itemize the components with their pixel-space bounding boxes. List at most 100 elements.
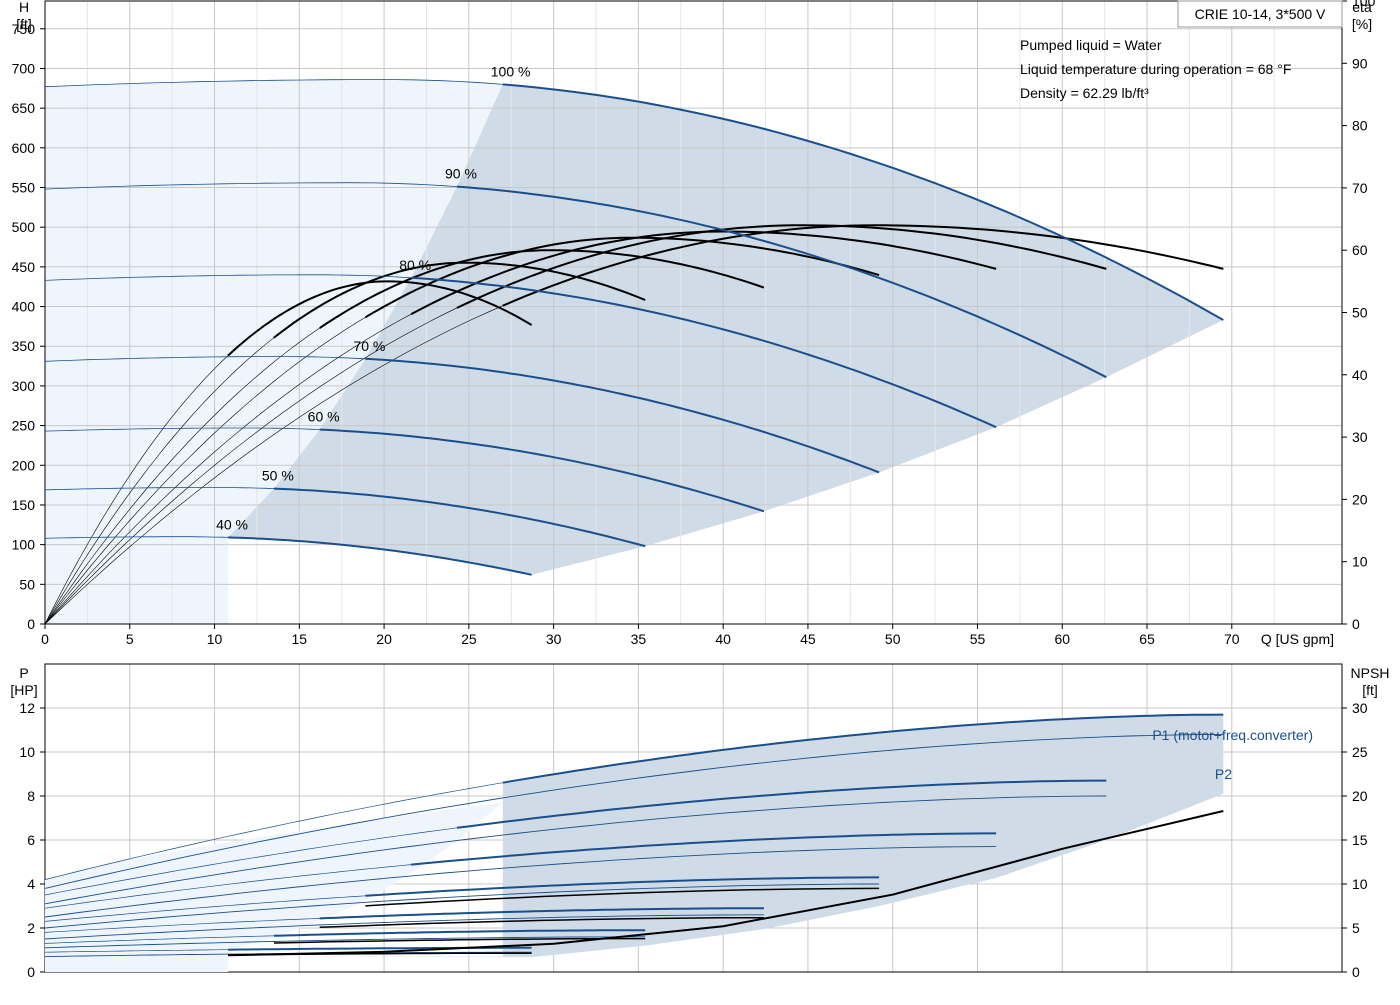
p2-curve-bold	[273, 937, 646, 944]
p1-curve	[411, 832, 997, 866]
y-right-tick-label: 60	[1352, 242, 1368, 258]
npsh-tick-label: 5	[1352, 920, 1360, 936]
p-axis-unit: [HP]	[10, 682, 37, 698]
x-tick-label: 5	[126, 631, 134, 647]
p1-curve	[273, 929, 646, 937]
head-curve-thin	[44, 182, 458, 190]
x-tick-label: 30	[546, 631, 562, 647]
npsh-curve	[228, 810, 1224, 957]
x-axis-label: Q [US gpm]	[1261, 631, 1334, 647]
npsh-axis-title: NPSH	[1351, 665, 1390, 681]
p1-curve-thin	[44, 895, 366, 922]
y-right-tick-label: 70	[1352, 180, 1368, 196]
p-tick-label: 6	[27, 832, 35, 848]
p-tick-label: 8	[27, 788, 35, 804]
p2-curve	[44, 846, 997, 918]
p-tick-label: 0	[27, 964, 35, 980]
speed-label: 80 %	[399, 257, 431, 273]
p2-curve	[44, 936, 646, 949]
x-tick-label: 70	[1224, 631, 1240, 647]
x-tick-label: 0	[41, 631, 49, 647]
efficiency-curve	[319, 249, 765, 329]
speed-label: 60 %	[308, 409, 340, 425]
p2-curve-bold	[228, 952, 532, 956]
speed-label: 100 %	[491, 63, 531, 79]
p-tick-label: 12	[19, 700, 35, 716]
p1-curve-thin	[44, 864, 412, 909]
p1-curve	[456, 779, 1107, 829]
power-range-shaded	[228, 714, 1224, 958]
x-tick-label: 35	[631, 631, 647, 647]
head-curve-thin	[44, 536, 229, 539]
npsh-tick-label: 15	[1352, 832, 1368, 848]
npsh-axis-unit: [ft]	[1362, 682, 1378, 698]
efficiency-curve	[273, 261, 646, 339]
y-left-tick-label: 400	[12, 299, 36, 315]
p1-curve-thin	[44, 935, 274, 944]
y-right-axis-title: eta	[1352, 0, 1372, 15]
head-curve-thin	[44, 274, 412, 281]
npsh-tick-label: 0	[1352, 964, 1360, 980]
p1-curve	[319, 907, 764, 920]
y-left-tick-label: 100	[12, 537, 36, 553]
x-tick-label: 10	[207, 631, 223, 647]
y-left-tick-label: 50	[19, 576, 35, 592]
efficiency-curve	[410, 230, 997, 315]
x-tick-label: 45	[800, 631, 816, 647]
p1-curve	[365, 876, 880, 897]
p2-curve	[44, 795, 1107, 905]
y-left-tick-label: 500	[12, 219, 36, 235]
speed-label: 40 %	[216, 516, 248, 532]
speed-label: 50 %	[262, 468, 294, 484]
pump-model-box	[1177, 0, 1343, 28]
x-tick-label: 20	[376, 631, 392, 647]
x-tick-label: 40	[715, 631, 731, 647]
y-left-tick-label: 250	[12, 418, 36, 434]
head-curve	[456, 185, 1107, 379]
head-curve-thin	[44, 79, 503, 88]
y-right-axis-unit: [%]	[1352, 16, 1372, 32]
head-curve	[411, 276, 997, 429]
head-curve	[319, 428, 765, 513]
y-right-tick-label: 0	[1352, 616, 1360, 632]
head-curve-thin	[44, 356, 366, 362]
x-tick-label: 25	[461, 631, 477, 647]
x-tick-label: 60	[1054, 631, 1070, 647]
y-right-tick-label: 90	[1352, 55, 1368, 71]
liquid-info-line: Liquid temperature during operation = 68…	[1020, 61, 1291, 77]
liquid-info-line: Pumped liquid = Water	[1020, 37, 1162, 53]
npsh-tick-label: 10	[1352, 876, 1368, 892]
npsh-tick-label: 25	[1352, 744, 1368, 760]
p2-curve	[44, 733, 1224, 889]
efficiency-curve	[502, 224, 1224, 307]
p1-curve-thin	[44, 949, 229, 953]
efficiency-curve	[364, 236, 880, 319]
p2-curve-bold	[365, 887, 880, 907]
y-left-tick-label: 750	[12, 21, 36, 37]
p1-curve	[502, 713, 1224, 784]
speed-label: 70 %	[353, 338, 385, 354]
y-right-tick-label: 40	[1352, 367, 1368, 383]
npsh-tick-label: 20	[1352, 788, 1368, 804]
head-curve	[228, 536, 532, 576]
y-left-tick-label: 700	[12, 60, 36, 76]
efficiency-curve	[227, 280, 533, 357]
head-curve-thin	[44, 427, 320, 432]
y-left-tick-label: 0	[27, 616, 35, 632]
bottom-plot-frame	[44, 663, 1343, 973]
p1-series-label: P1 (motor+freq.converter)	[1152, 727, 1313, 743]
y-left-tick-label: 550	[12, 180, 36, 196]
y-left-tick-label: 300	[12, 378, 36, 394]
y-left-tick-label: 150	[12, 497, 36, 513]
p1-curve-thin	[44, 827, 458, 896]
y-left-tick-label: 450	[12, 259, 36, 275]
speed-label: 90 %	[445, 166, 477, 182]
npsh-tick-label: 30	[1352, 700, 1368, 716]
p2-series-label: P2	[1215, 766, 1232, 782]
x-tick-label: 15	[292, 631, 308, 647]
p1-curve-thin	[44, 918, 320, 933]
y-right-tick-label: 20	[1352, 491, 1368, 507]
y-right-tick-label: 50	[1352, 305, 1368, 321]
